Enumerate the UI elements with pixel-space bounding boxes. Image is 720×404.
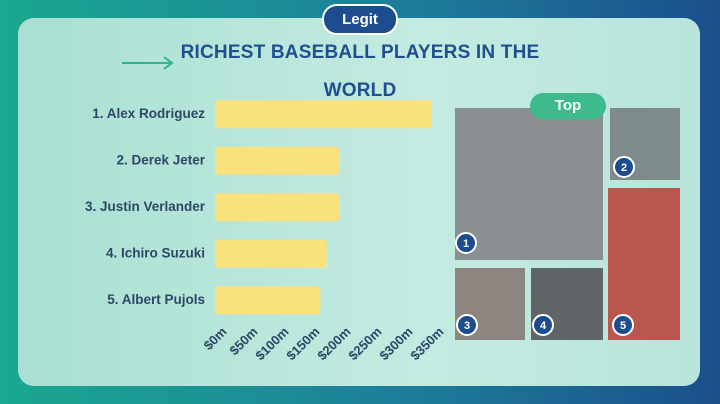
top-badge: Top	[530, 93, 606, 119]
y-tick-label: 5. Albert Pujols	[107, 292, 205, 307]
x-tick-label: $250m	[345, 324, 384, 363]
rank-badge	[456, 314, 478, 336]
chart-title: RICHEST BASEBALL PLAYERS IN THE WORLD	[180, 42, 540, 101]
bar	[215, 100, 432, 129]
bar	[215, 146, 339, 175]
logo: Legit	[322, 4, 398, 35]
rank-badge	[613, 156, 635, 178]
rank-badge	[455, 232, 477, 254]
rank-number: 2	[621, 162, 627, 174]
x-tick-label: $350m	[407, 324, 446, 363]
arrow-head	[163, 56, 174, 70]
bar	[215, 193, 339, 222]
bar	[215, 286, 321, 315]
rank-badge	[612, 314, 634, 336]
top-pill	[530, 93, 606, 119]
y-tick-label: 3. Justin Verlander	[85, 199, 206, 214]
x-tick-label: $150m	[283, 324, 322, 363]
y-tick-label: 1. Alex Rodriguez	[92, 106, 205, 121]
rank-number: 4	[540, 320, 547, 332]
x-tick-label: $0m	[201, 324, 230, 353]
y-tick-label: 2. Derek Jeter	[116, 152, 205, 167]
x-tick-label: $100m	[252, 324, 291, 363]
arrow	[122, 56, 174, 70]
photo	[455, 108, 603, 260]
x-tick-label: $200m	[314, 324, 353, 363]
rank-number: 5	[620, 320, 626, 332]
rank-number: 3	[464, 320, 470, 332]
bar	[215, 239, 327, 268]
rank-number: 1	[463, 238, 469, 250]
photos	[455, 108, 680, 340]
rank-badge	[532, 314, 554, 336]
top-text: Top	[555, 97, 581, 114]
y-tick-label: 4. Ichiro Suzuki	[106, 245, 205, 260]
logo-text: Legit	[342, 11, 378, 28]
logo-pill	[322, 4, 398, 35]
x-tick-label: $300m	[376, 324, 415, 363]
